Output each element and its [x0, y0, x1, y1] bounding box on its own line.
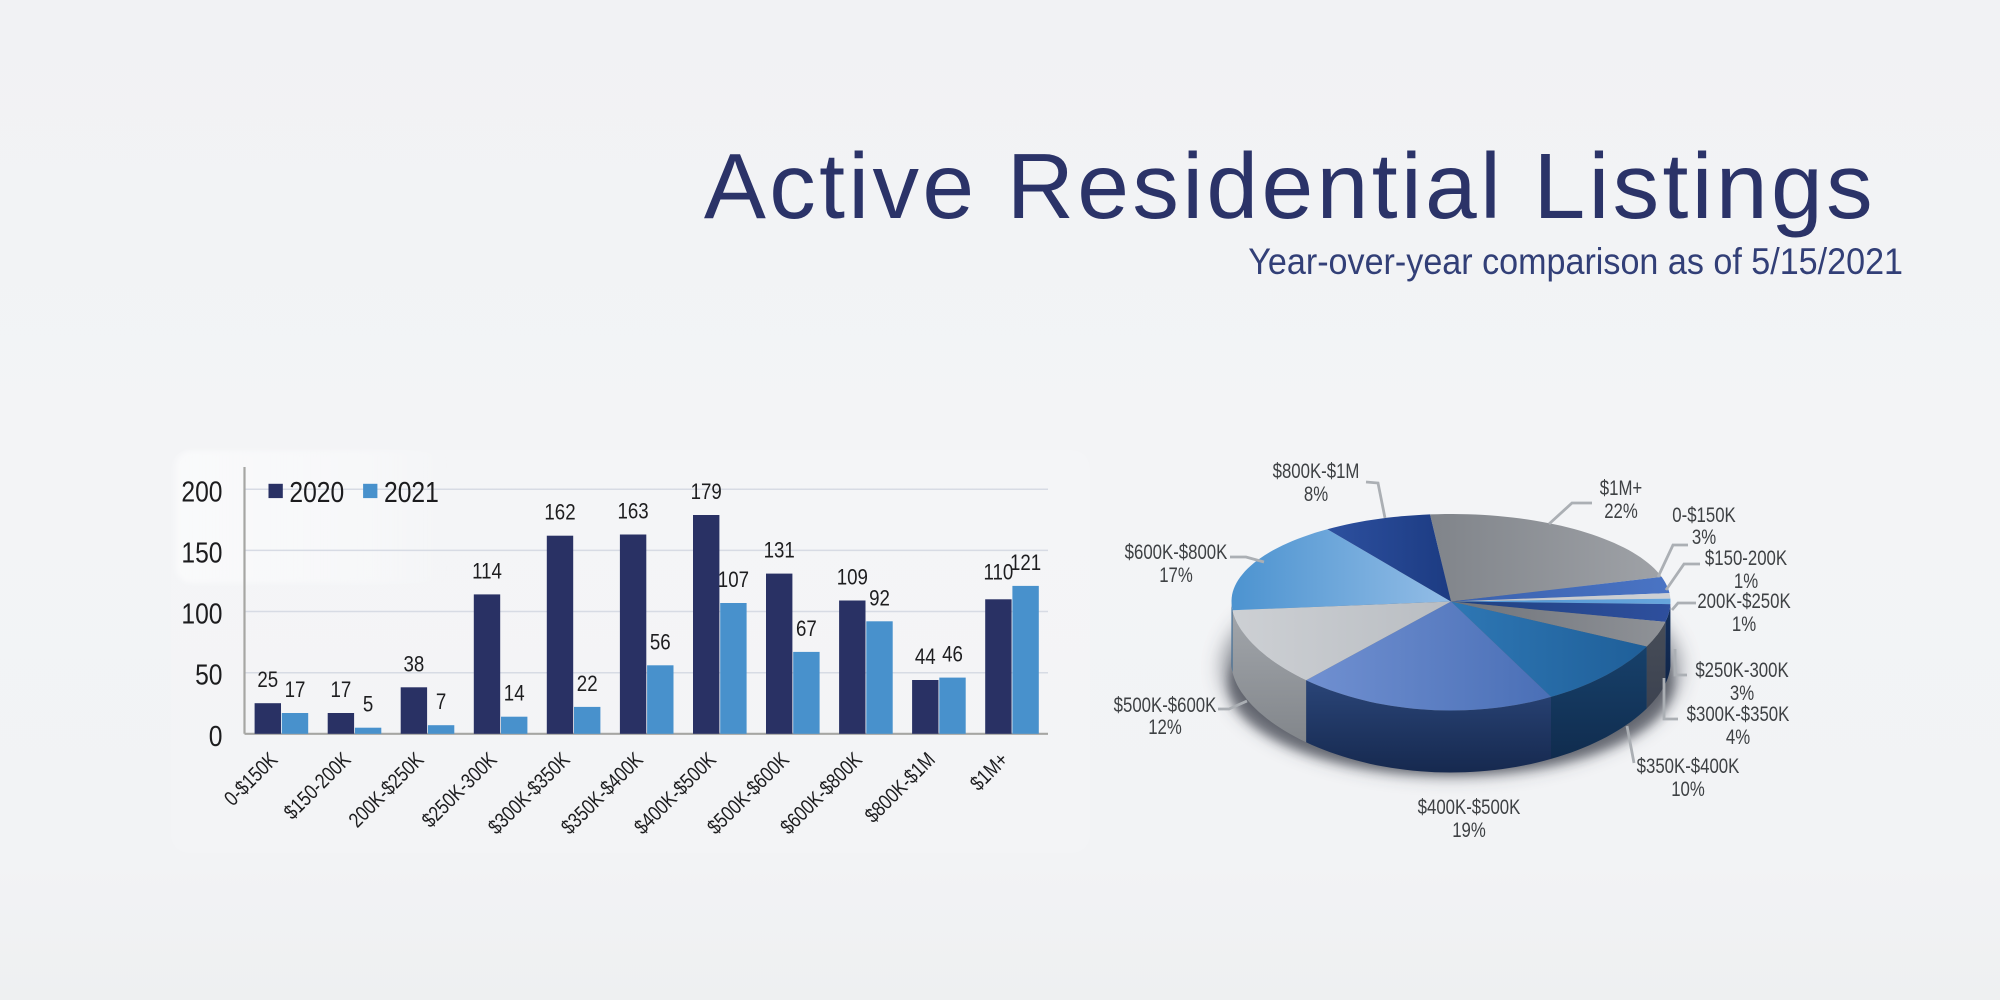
svg-text:17: 17 [285, 679, 306, 703]
svg-text:17%: 17% [1159, 564, 1193, 587]
svg-text:17: 17 [331, 679, 352, 703]
svg-text:$300K-$350K: $300K-$350K [1687, 703, 1790, 726]
svg-text:3%: 3% [1692, 526, 1716, 549]
svg-text:200K-$250K: 200K-$250K [1697, 590, 1791, 613]
svg-text:38: 38 [404, 653, 425, 677]
svg-text:163: 163 [618, 500, 649, 524]
svg-text:1%: 1% [1732, 613, 1756, 636]
svg-text:$600K-$800K: $600K-$800K [1125, 541, 1228, 564]
svg-text:109: 109 [837, 566, 868, 590]
svg-text:121: 121 [1010, 552, 1041, 576]
svg-text:7: 7 [436, 691, 446, 715]
svg-text:50: 50 [195, 659, 222, 691]
svg-text:$500K-$600K: $500K-$600K [1114, 694, 1217, 717]
svg-text:Year-over-year comparison as o: Year-over-year comparison as of 5/15/202… [1248, 241, 1903, 283]
svg-text:$400K-$500K: $400K-$500K [1418, 796, 1521, 819]
svg-text:46: 46 [942, 643, 963, 667]
svg-text:92: 92 [869, 587, 890, 611]
svg-text:$800K-$1M: $800K-$1M [1273, 460, 1360, 483]
svg-text:56: 56 [650, 631, 671, 655]
svg-text:3%: 3% [1730, 682, 1754, 705]
svg-text:200: 200 [181, 475, 222, 507]
svg-text:25: 25 [257, 669, 278, 693]
svg-text:22: 22 [577, 673, 598, 697]
svg-text:2020: 2020 [289, 476, 344, 508]
svg-text:$250K-300K: $250K-300K [1695, 659, 1789, 682]
svg-text:1%: 1% [1734, 570, 1758, 593]
svg-text:110: 110 [983, 561, 1013, 585]
svg-text:0-$150K: 0-$150K [1672, 504, 1736, 527]
svg-text:100: 100 [181, 598, 222, 630]
svg-text:14: 14 [504, 682, 525, 706]
svg-text:$350K-$400K: $350K-$400K [1637, 755, 1740, 778]
svg-text:0: 0 [209, 720, 223, 752]
svg-text:2021: 2021 [384, 476, 439, 508]
svg-text:150: 150 [181, 537, 222, 569]
svg-text:5: 5 [363, 693, 373, 717]
svg-text:10%: 10% [1671, 778, 1705, 801]
svg-text:67: 67 [796, 618, 817, 642]
svg-text:$150-200K: $150-200K [1705, 547, 1787, 570]
svg-text:8%: 8% [1304, 483, 1328, 506]
svg-text:4%: 4% [1726, 726, 1750, 749]
svg-text:22%: 22% [1604, 500, 1638, 523]
svg-text:19%: 19% [1452, 819, 1486, 842]
svg-text:Active Residential Listings: Active Residential Listings [704, 134, 1876, 238]
svg-text:107: 107 [718, 569, 749, 593]
svg-text:162: 162 [544, 501, 575, 525]
svg-text:12%: 12% [1148, 716, 1182, 739]
svg-text:114: 114 [472, 560, 502, 584]
svg-text:131: 131 [764, 539, 795, 563]
svg-text:179: 179 [691, 481, 722, 505]
svg-text:$1M+: $1M+ [1600, 477, 1642, 500]
svg-text:44: 44 [915, 646, 936, 670]
